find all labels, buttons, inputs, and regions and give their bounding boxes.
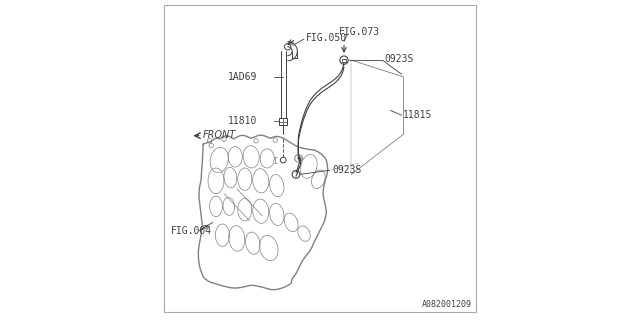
Text: FIG.050: FIG.050	[306, 33, 347, 44]
Bar	[342, 59, 346, 62]
Text: 0923S: 0923S	[384, 54, 413, 64]
Text: 11810: 11810	[228, 116, 258, 126]
Text: FIG.004: FIG.004	[172, 226, 212, 236]
Text: FRONT: FRONT	[202, 130, 236, 140]
Bar	[280, 118, 287, 125]
Text: 1AD69: 1AD69	[228, 72, 258, 82]
Text: A082001209: A082001209	[422, 300, 472, 309]
Text: FIG.073: FIG.073	[339, 27, 380, 37]
Text: 0923S: 0923S	[333, 164, 362, 175]
Text: 11815: 11815	[403, 110, 432, 120]
